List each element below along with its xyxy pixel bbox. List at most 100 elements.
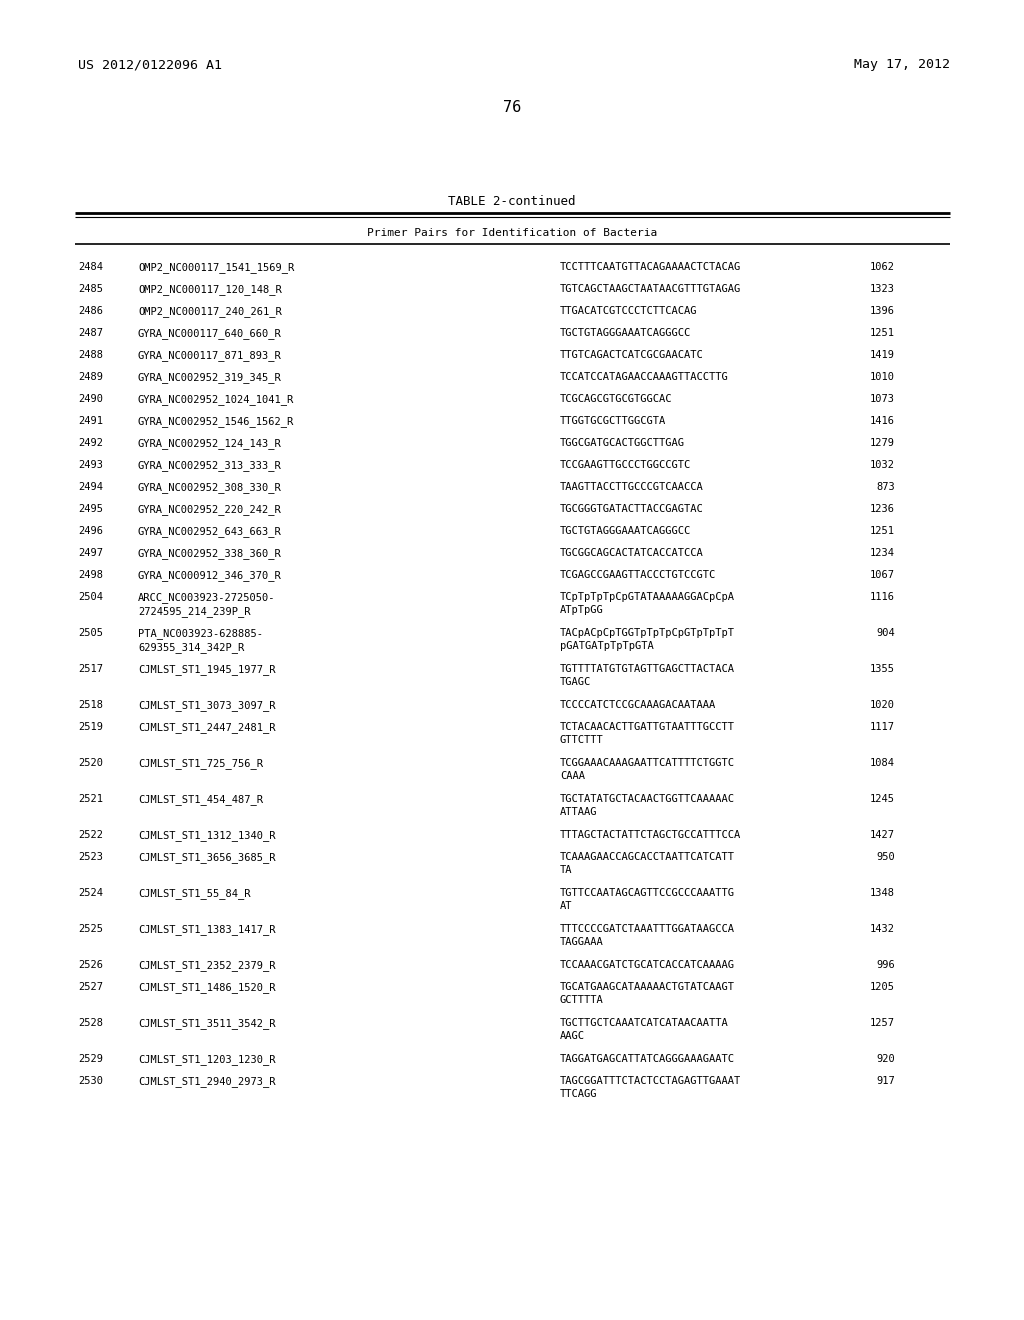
Text: 1020: 1020	[870, 700, 895, 710]
Text: CJMLST_ST1_3511_3542_R: CJMLST_ST1_3511_3542_R	[138, 1018, 275, 1028]
Text: TTGACATCGTCCCTCTTCACAG: TTGACATCGTCCCTCTTCACAG	[560, 306, 697, 315]
Text: 2520: 2520	[78, 758, 103, 768]
Text: TGCGGCAGCACTATCACCATCCA: TGCGGCAGCACTATCACCATCCA	[560, 548, 703, 558]
Text: TAGCGGATTTCTACTCCTAGAGTTGAAAT
TTCAGG: TAGCGGATTTCTACTCCTAGAGTTGAAAT TTCAGG	[560, 1076, 741, 1098]
Text: CJMLST_ST1_1945_1977_R: CJMLST_ST1_1945_1977_R	[138, 664, 275, 675]
Text: GYRA_NC002952_220_242_R: GYRA_NC002952_220_242_R	[138, 504, 282, 515]
Text: OMP2_NC000117_1541_1569_R: OMP2_NC000117_1541_1569_R	[138, 261, 294, 273]
Text: 2522: 2522	[78, 830, 103, 840]
Text: CJMLST_ST1_1203_1230_R: CJMLST_ST1_1203_1230_R	[138, 1053, 275, 1065]
Text: 2487: 2487	[78, 327, 103, 338]
Text: CJMLST_ST1_2447_2481_R: CJMLST_ST1_2447_2481_R	[138, 722, 275, 733]
Text: 1067: 1067	[870, 570, 895, 579]
Text: Primer Pairs for Identification of Bacteria: Primer Pairs for Identification of Bacte…	[367, 228, 657, 238]
Text: 2497: 2497	[78, 548, 103, 558]
Text: CJMLST_ST1_454_487_R: CJMLST_ST1_454_487_R	[138, 795, 263, 805]
Text: TTTAGCTACTATTCTAGCTGCCATTTCCA: TTTAGCTACTATTCTAGCTGCCATTTCCA	[560, 830, 741, 840]
Text: CJMLST_ST1_1486_1520_R: CJMLST_ST1_1486_1520_R	[138, 982, 275, 993]
Text: 1116: 1116	[870, 591, 895, 602]
Text: CJMLST_ST1_3073_3097_R: CJMLST_ST1_3073_3097_R	[138, 700, 275, 711]
Text: 1084: 1084	[870, 758, 895, 768]
Text: 1355: 1355	[870, 664, 895, 675]
Text: 873: 873	[877, 482, 895, 492]
Text: 1245: 1245	[870, 795, 895, 804]
Text: TAAGTTACCTTGCCCGTCAACCA: TAAGTTACCTTGCCCGTCAACCA	[560, 482, 703, 492]
Text: 1419: 1419	[870, 350, 895, 360]
Text: TCCGAAGTTGCCCTGGCCGTC: TCCGAAGTTGCCCTGGCCGTC	[560, 459, 691, 470]
Text: TGCTGTAGGGAAATCAGGGCC: TGCTGTAGGGAAATCAGGGCC	[560, 525, 691, 536]
Text: 1010: 1010	[870, 372, 895, 381]
Text: 1073: 1073	[870, 393, 895, 404]
Text: GYRA_NC002952_1024_1041_R: GYRA_NC002952_1024_1041_R	[138, 393, 294, 405]
Text: 2493: 2493	[78, 459, 103, 470]
Text: 1236: 1236	[870, 504, 895, 513]
Text: 2504: 2504	[78, 591, 103, 602]
Text: 2494: 2494	[78, 482, 103, 492]
Text: TACpACpCpTGGTpTpTpCpGTpTpTpT
pGATGATpTpTpGTA: TACpACpCpTGGTpTpTpCpGTpTpTpT pGATGATpTpT…	[560, 628, 735, 651]
Text: OMP2_NC000117_240_261_R: OMP2_NC000117_240_261_R	[138, 306, 282, 317]
Text: 2489: 2489	[78, 372, 103, 381]
Text: CJMLST_ST1_3656_3685_R: CJMLST_ST1_3656_3685_R	[138, 851, 275, 863]
Text: GYRA_NC000912_346_370_R: GYRA_NC000912_346_370_R	[138, 570, 282, 581]
Text: GYRA_NC000117_640_660_R: GYRA_NC000117_640_660_R	[138, 327, 282, 339]
Text: CJMLST_ST1_1312_1340_R: CJMLST_ST1_1312_1340_R	[138, 830, 275, 841]
Text: 2498: 2498	[78, 570, 103, 579]
Text: 1251: 1251	[870, 327, 895, 338]
Text: TGCGGGTGATACTTACCGAGTAC: TGCGGGTGATACTTACCGAGTAC	[560, 504, 703, 513]
Text: 2485: 2485	[78, 284, 103, 294]
Text: TABLE 2-continued: TABLE 2-continued	[449, 195, 575, 209]
Text: TAGGATGAGCATTATCAGGGAAAGAATC: TAGGATGAGCATTATCAGGGAAAGAATC	[560, 1053, 735, 1064]
Text: TCCCCATCTCCGCAAAGACAATAAA: TCCCCATCTCCGCAAAGACAATAAA	[560, 700, 716, 710]
Text: 996: 996	[877, 960, 895, 970]
Text: GYRA_NC002952_308_330_R: GYRA_NC002952_308_330_R	[138, 482, 282, 492]
Text: May 17, 2012: May 17, 2012	[854, 58, 950, 71]
Text: CJMLST_ST1_725_756_R: CJMLST_ST1_725_756_R	[138, 758, 263, 770]
Text: 1062: 1062	[870, 261, 895, 272]
Text: 2484: 2484	[78, 261, 103, 272]
Text: GYRA_NC002952_124_143_R: GYRA_NC002952_124_143_R	[138, 438, 282, 449]
Text: TGGCGATGCACTGGCTTGAG: TGGCGATGCACTGGCTTGAG	[560, 438, 685, 447]
Text: TCGGAAACAAAGAATTCATTTTCTGGTC
CAAA: TCGGAAACAAAGAATTCATTTTCTGGTC CAAA	[560, 758, 735, 781]
Text: GYRA_NC002952_338_360_R: GYRA_NC002952_338_360_R	[138, 548, 282, 558]
Text: 1205: 1205	[870, 982, 895, 993]
Text: TCGAGCCGAAGTTACCCTGTCCGTC: TCGAGCCGAAGTTACCCTGTCCGTC	[560, 570, 716, 579]
Text: TTTCCCCGATCTAAATTTGGATAAGCCA
TAGGAAA: TTTCCCCGATCTAAATTTGGATAAGCCA TAGGAAA	[560, 924, 735, 946]
Text: 2521: 2521	[78, 795, 103, 804]
Text: 1323: 1323	[870, 284, 895, 294]
Text: 1251: 1251	[870, 525, 895, 536]
Text: 2495: 2495	[78, 504, 103, 513]
Text: 1396: 1396	[870, 306, 895, 315]
Text: 1416: 1416	[870, 416, 895, 426]
Text: 1257: 1257	[870, 1018, 895, 1028]
Text: GYRA_NC002952_1546_1562_R: GYRA_NC002952_1546_1562_R	[138, 416, 294, 426]
Text: 2517: 2517	[78, 664, 103, 675]
Text: CJMLST_ST1_1383_1417_R: CJMLST_ST1_1383_1417_R	[138, 924, 275, 935]
Text: 2519: 2519	[78, 722, 103, 733]
Text: TGCATGAAGCATAAAAACTGTATCAAGT
GCTTTTA: TGCATGAAGCATAAAAACTGTATCAAGT GCTTTTA	[560, 982, 735, 1005]
Text: 2523: 2523	[78, 851, 103, 862]
Text: GYRA_NC002952_643_663_R: GYRA_NC002952_643_663_R	[138, 525, 282, 537]
Text: CJMLST_ST1_2940_2973_R: CJMLST_ST1_2940_2973_R	[138, 1076, 275, 1086]
Text: TCpTpTpTpCpGTATAAAAAGGACpCpA
ATpTpGG: TCpTpTpTpCpGTATAAAAAGGACpCpA ATpTpGG	[560, 591, 735, 615]
Text: TCAAAGAACCAGCACCTAATTCATCATT
TA: TCAAAGAACCAGCACCTAATTCATCATT TA	[560, 851, 735, 875]
Text: US 2012/0122096 A1: US 2012/0122096 A1	[78, 58, 222, 71]
Text: 2505: 2505	[78, 628, 103, 638]
Text: TGCTATATGCTACAACTGGTTCAAAAAC
ATTAAG: TGCTATATGCTACAACTGGTTCAAAAAC ATTAAG	[560, 795, 735, 817]
Text: PTA_NC003923-628885-
629355_314_342P_R: PTA_NC003923-628885- 629355_314_342P_R	[138, 628, 263, 652]
Text: ARCC_NC003923-2725050-
2724595_214_239P_R: ARCC_NC003923-2725050- 2724595_214_239P_…	[138, 591, 275, 616]
Text: 1234: 1234	[870, 548, 895, 558]
Text: 2492: 2492	[78, 438, 103, 447]
Text: TGTTTTATGTGTAGTTGAGCTTACTACA
TGAGC: TGTTTTATGTGTAGTTGAGCTTACTACA TGAGC	[560, 664, 735, 686]
Text: 2525: 2525	[78, 924, 103, 935]
Text: 917: 917	[877, 1076, 895, 1086]
Text: 2490: 2490	[78, 393, 103, 404]
Text: 2496: 2496	[78, 525, 103, 536]
Text: 2526: 2526	[78, 960, 103, 970]
Text: TCGCAGCGTGCGTGGCAC: TCGCAGCGTGCGTGGCAC	[560, 393, 673, 404]
Text: TCCAAACGATCTGCATCACCATCAAAAG: TCCAAACGATCTGCATCACCATCAAAAG	[560, 960, 735, 970]
Text: 2491: 2491	[78, 416, 103, 426]
Text: 2488: 2488	[78, 350, 103, 360]
Text: TCTACAACACTTGATTGTAATTTGCCTT
GTTCTTT: TCTACAACACTTGATTGTAATTTGCCTT GTTCTTT	[560, 722, 735, 744]
Text: OMP2_NC000117_120_148_R: OMP2_NC000117_120_148_R	[138, 284, 282, 294]
Text: 2486: 2486	[78, 306, 103, 315]
